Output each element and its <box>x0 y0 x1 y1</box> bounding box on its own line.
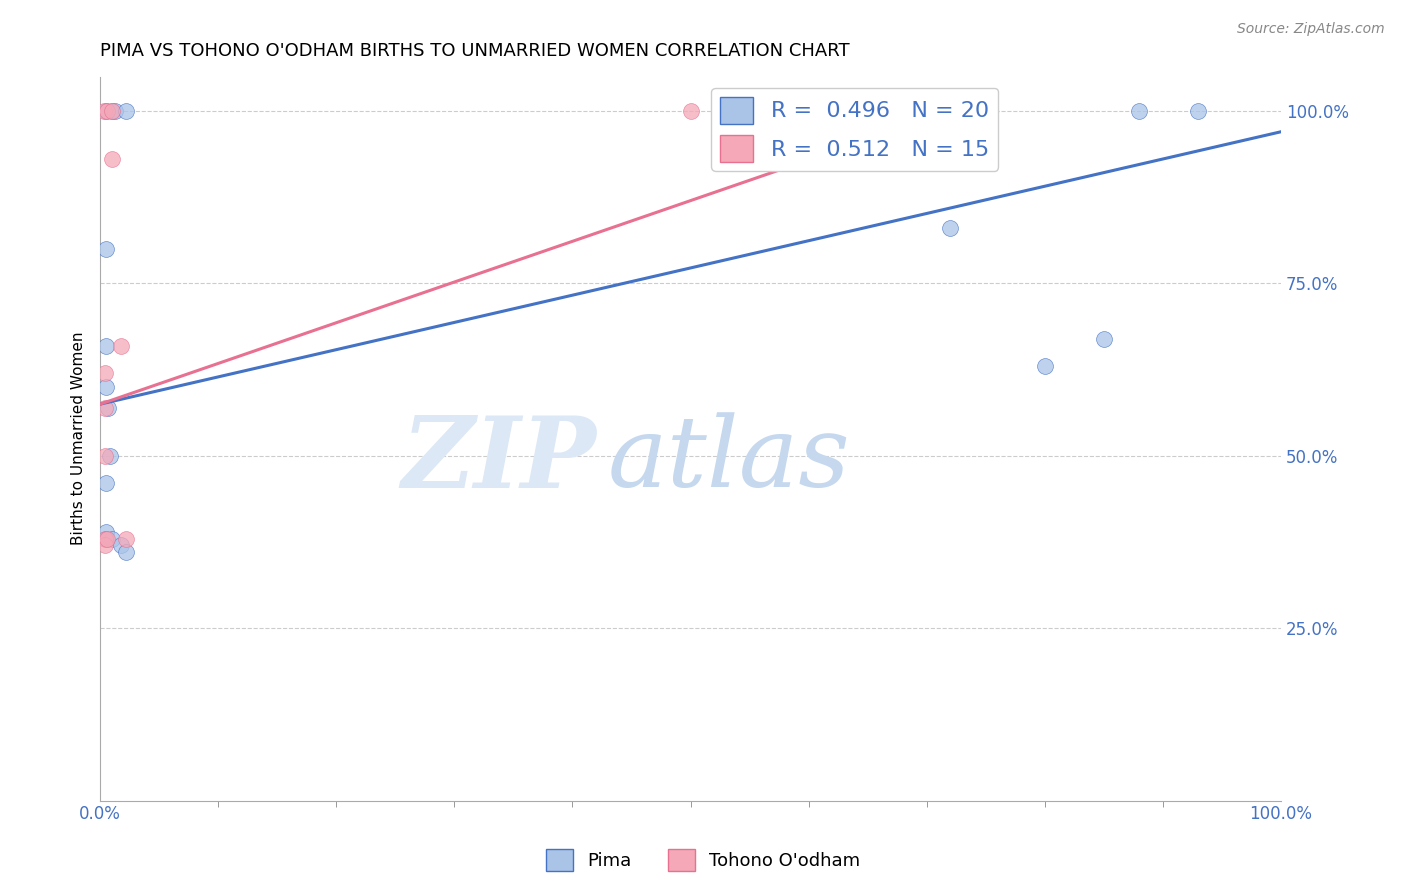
Point <box>93 104 115 119</box>
Point <box>1187 104 1209 119</box>
Point <box>1128 104 1150 119</box>
Point <box>94 476 117 491</box>
Y-axis label: Births to Unmarried Women: Births to Unmarried Women <box>72 332 86 545</box>
Point <box>115 532 138 546</box>
Text: PIMA VS TOHONO O'ODHAM BIRTHS TO UNMARRIED WOMEN CORRELATION CHART: PIMA VS TOHONO O'ODHAM BIRTHS TO UNMARRI… <box>100 42 849 60</box>
Point <box>104 104 127 119</box>
Point <box>94 401 117 415</box>
Point <box>94 338 117 352</box>
Point <box>94 532 117 546</box>
Point <box>1092 332 1115 346</box>
Point <box>94 524 117 539</box>
Point <box>1033 359 1056 374</box>
Point <box>115 104 138 119</box>
Point <box>115 545 138 559</box>
Text: ZIP: ZIP <box>401 412 596 508</box>
Point <box>939 221 962 235</box>
Point <box>94 532 117 546</box>
Point <box>110 338 132 352</box>
Legend: Pima, Tohono O'odham: Pima, Tohono O'odham <box>538 842 868 879</box>
Point <box>96 104 118 119</box>
Point <box>101 104 124 119</box>
Point <box>679 104 702 119</box>
Text: atlas: atlas <box>607 413 851 508</box>
Point <box>97 401 120 415</box>
Point <box>94 380 117 394</box>
Text: Source: ZipAtlas.com: Source: ZipAtlas.com <box>1237 22 1385 37</box>
Point <box>101 153 124 167</box>
Legend: R =  0.496   N = 20, R =  0.512   N = 15: R = 0.496 N = 20, R = 0.512 N = 15 <box>711 87 998 170</box>
Point <box>98 449 121 463</box>
Point <box>94 449 117 463</box>
Point <box>94 104 117 119</box>
Point <box>94 366 117 380</box>
Point <box>101 532 124 546</box>
Point <box>101 104 124 119</box>
Point <box>94 539 117 553</box>
Point <box>939 104 962 119</box>
Point <box>94 242 117 256</box>
Point <box>110 539 132 553</box>
Point <box>96 532 118 546</box>
Point <box>891 104 914 119</box>
